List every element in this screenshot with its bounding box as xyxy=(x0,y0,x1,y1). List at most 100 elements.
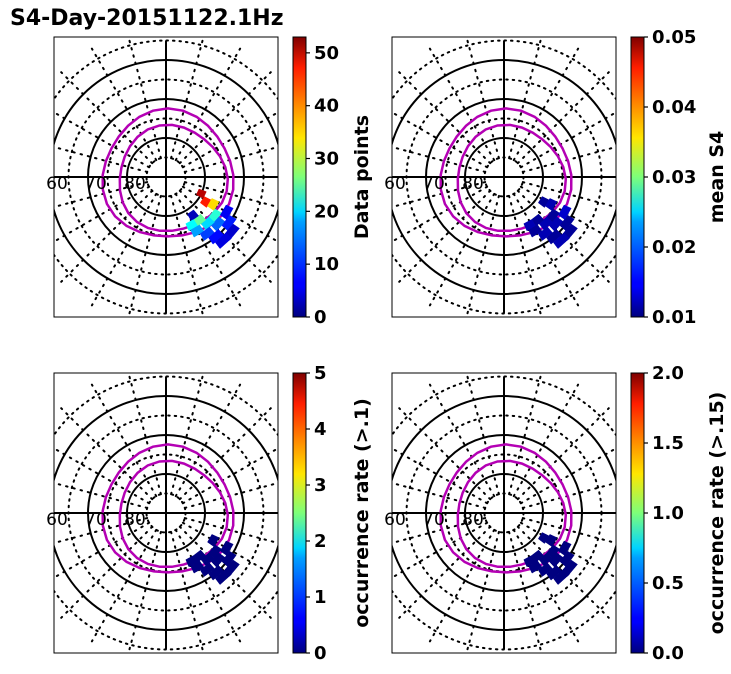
axes-frame xyxy=(53,372,279,654)
dotted-spoke xyxy=(54,521,151,579)
colorbar-tick-label: 2 xyxy=(314,531,327,552)
dotted-spoke xyxy=(127,530,162,653)
colorbar xyxy=(292,372,307,654)
dotted-spoke xyxy=(90,383,158,498)
data-cell xyxy=(190,224,205,238)
colorbar-tick-label: 1 xyxy=(314,587,327,608)
axes-frame xyxy=(53,36,279,318)
data-cell xyxy=(185,219,199,232)
data-cell xyxy=(199,226,215,241)
polar-plot xyxy=(54,37,278,317)
data-cell xyxy=(528,560,543,574)
dotted-spoke xyxy=(54,111,151,169)
data-cell xyxy=(552,568,570,585)
dotted-spoke xyxy=(392,447,489,505)
dotted-spoke xyxy=(127,194,162,317)
dotted-spoke xyxy=(519,111,616,169)
colorbar-tick-label: 0.04 xyxy=(652,97,696,118)
dotted-spoke xyxy=(398,525,492,619)
dotted-spoke xyxy=(170,373,205,496)
dotted-spoke xyxy=(512,47,580,162)
colorbar-tick-label: 0.03 xyxy=(652,167,696,188)
colorbar-tick-label: 0.02 xyxy=(652,237,696,258)
dotted-spoke xyxy=(516,71,610,165)
data-cell xyxy=(557,540,572,556)
dotted-spoke xyxy=(428,47,496,162)
data-cell xyxy=(208,229,225,245)
dotted-spoke xyxy=(54,447,151,505)
dotted-spoke xyxy=(127,373,162,496)
colorbar-tick-label: 30 xyxy=(314,149,339,170)
dotted-spoke xyxy=(181,185,278,243)
dotted-spoke xyxy=(512,192,580,307)
data-cell xyxy=(208,565,225,581)
dotted-spoke xyxy=(465,194,500,317)
data-cell xyxy=(190,560,205,574)
colorbar-tick-label: 0.05 xyxy=(652,27,696,48)
dotted-spoke xyxy=(181,447,278,505)
radial-label: 70 xyxy=(423,510,445,530)
panel-3: 60 70 80 0 1 2 3 4 5 occurrence rate (>.1) xyxy=(46,363,373,664)
colorbar-tick-label: 50 xyxy=(314,43,339,64)
dotted-spoke xyxy=(54,185,151,243)
polar-plot xyxy=(392,37,616,317)
data-cell xyxy=(537,196,550,208)
dotted-spoke xyxy=(519,447,616,505)
dotted-spoke xyxy=(90,47,158,162)
dotted-spoke xyxy=(516,525,610,619)
data-cell xyxy=(546,229,563,245)
dotted-spoke xyxy=(465,37,500,160)
dotted-spoke xyxy=(428,528,496,643)
dotted-spoke xyxy=(174,528,242,643)
colorbar-tick-label: 10 xyxy=(314,254,339,275)
dotted-spoke xyxy=(174,192,242,307)
colorbar-label: mean S4 xyxy=(706,131,728,224)
dotted-spoke xyxy=(60,189,154,283)
dotted-spoke xyxy=(465,530,500,653)
dotted-spoke xyxy=(170,194,205,317)
data-cell xyxy=(185,555,199,568)
data-cell xyxy=(219,540,234,556)
data-cell xyxy=(557,204,572,220)
dotted-spoke xyxy=(392,111,489,169)
dotted-spoke xyxy=(428,383,496,498)
dotted-spoke xyxy=(178,189,272,283)
dotted-spoke xyxy=(398,189,492,283)
colorbar xyxy=(292,36,307,318)
dotted-spoke xyxy=(178,525,272,619)
colorbar-tick-label: 0.01 xyxy=(652,307,696,328)
dotted-spoke xyxy=(181,521,278,579)
axes-frame xyxy=(391,36,617,318)
dotted-spoke xyxy=(90,192,158,307)
dotted-spoke xyxy=(428,192,496,307)
colorbar-tick-label: 3 xyxy=(314,475,327,496)
dotted-spoke xyxy=(508,373,543,496)
data-cell xyxy=(552,232,570,249)
dotted-spoke xyxy=(508,530,543,653)
colorbar-label: Data points xyxy=(351,115,373,239)
colorbar-tick-label: 0.5 xyxy=(652,573,684,594)
colorbar-tick-label: 0.0 xyxy=(652,643,684,664)
data-cell xyxy=(199,196,212,208)
panel-1: 60 70 80 0 10 20 30 40 50 Data points xyxy=(46,36,373,328)
dotted-spoke xyxy=(60,525,154,619)
colorbar-tick-label: 1.0 xyxy=(652,503,684,524)
colorbar-tick-label: 0 xyxy=(314,307,327,328)
dotted-spoke xyxy=(181,111,278,169)
data-cell xyxy=(528,224,543,238)
data-cell xyxy=(537,562,553,577)
radial-label: 70 xyxy=(85,510,107,530)
dotted-spoke xyxy=(60,71,154,165)
data-cell xyxy=(214,568,232,585)
radial-label: 60 xyxy=(46,510,68,530)
radial-label: 60 xyxy=(384,510,406,530)
data-cell xyxy=(196,188,207,199)
colorbar-tick-label: 2.0 xyxy=(652,363,684,384)
radial-label: 70 xyxy=(85,174,107,194)
colorbar-tick-label: 4 xyxy=(314,419,327,440)
radial-label: 70 xyxy=(423,174,445,194)
dotted-spoke xyxy=(508,37,543,160)
dotted-spoke xyxy=(512,383,580,498)
